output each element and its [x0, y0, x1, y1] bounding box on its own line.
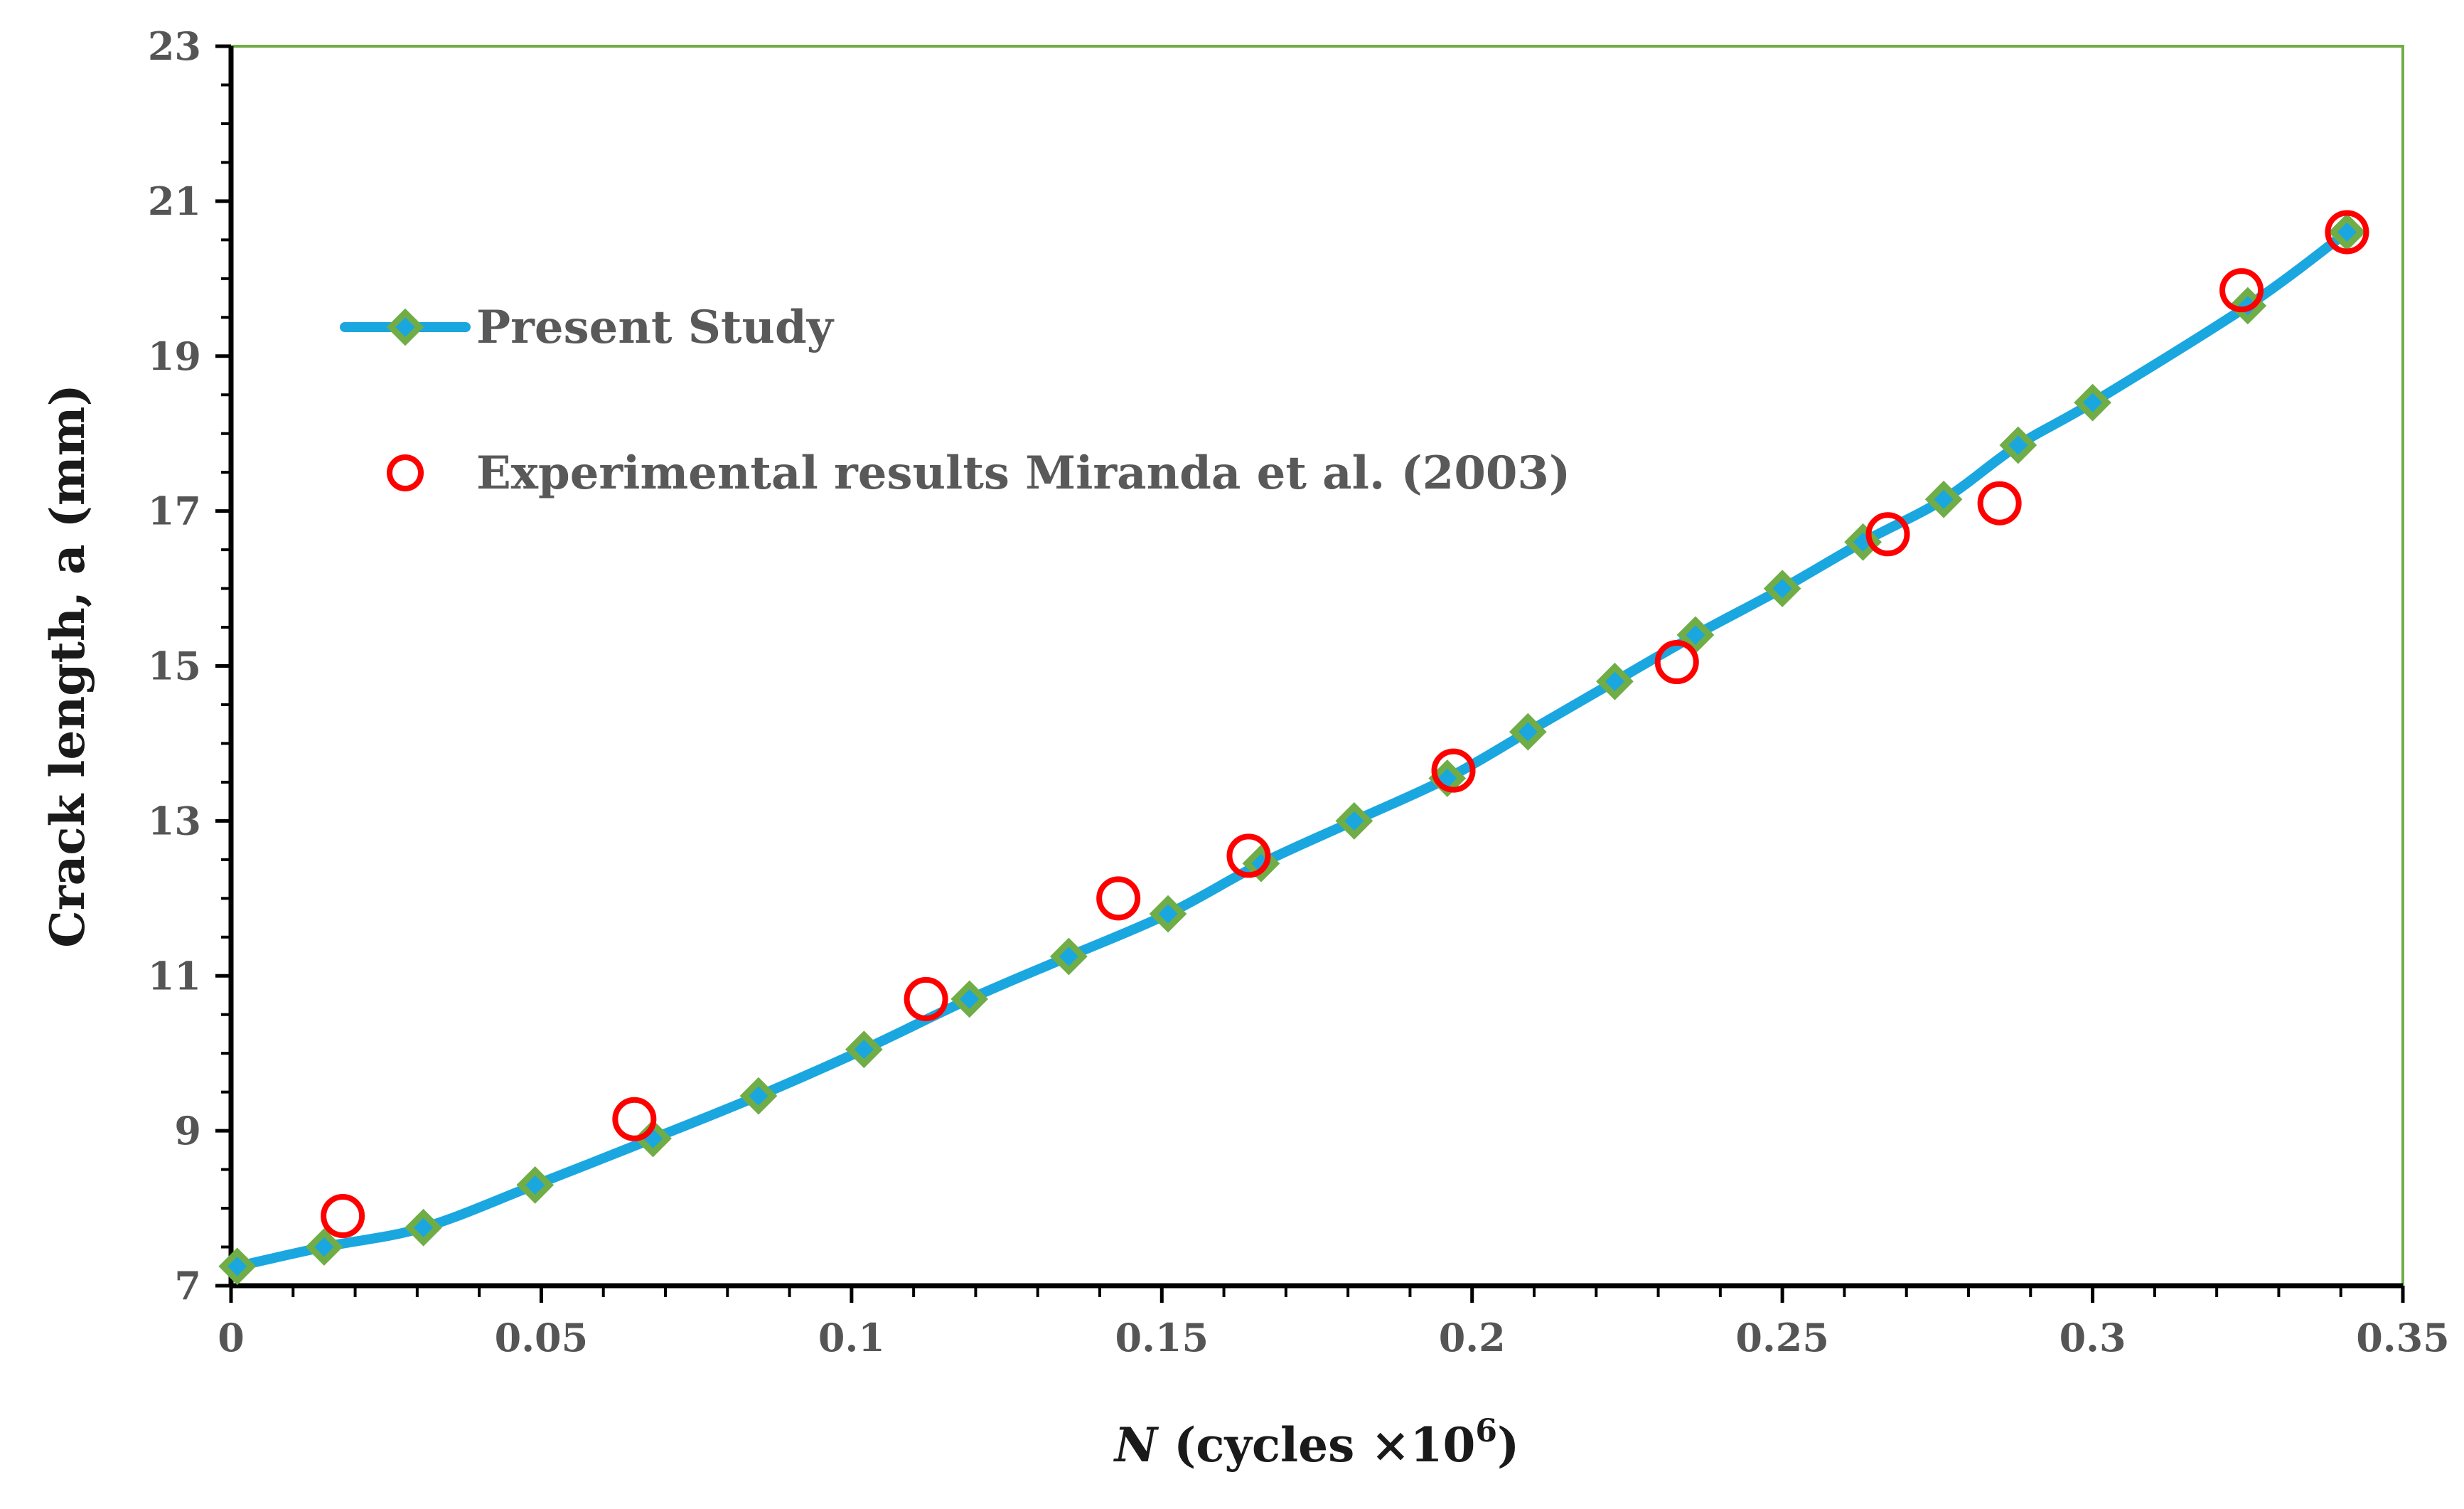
- present-study-point: [516, 1166, 555, 1204]
- experimental-point: [1096, 876, 1141, 921]
- present-study-point: [1676, 616, 1715, 654]
- x-tick-label: 0: [218, 1315, 245, 1360]
- present-study-point: [2328, 213, 2366, 251]
- present-study-point: [1999, 426, 2037, 464]
- legend-layer: Present Study Experimental results Mirand…: [340, 301, 1570, 500]
- legend-marker-present-study: [386, 308, 424, 346]
- x-tick-label: 0.15: [1115, 1315, 1209, 1360]
- legend-label-present-study: Present Study: [476, 301, 835, 354]
- present-study-point: [739, 1077, 778, 1115]
- present-study-point: [1335, 802, 1373, 840]
- present-study-point: [1763, 570, 1801, 607]
- y-tick-label: 17: [148, 489, 201, 534]
- x-tick-label: 0.2: [1439, 1315, 1506, 1360]
- experimental-point: [1977, 481, 2022, 526]
- y-tick-label: 7: [174, 1263, 201, 1308]
- plot-frame: [230, 45, 2404, 1287]
- experimental-point: [1654, 640, 1699, 685]
- experimental-point: [2325, 210, 2369, 255]
- present-study-point: [950, 980, 989, 1018]
- present-study-point: [1596, 662, 1634, 700]
- present-study-point: [305, 1228, 343, 1266]
- experimental-point: [1431, 748, 1476, 793]
- x-axis-label-close: ): [1497, 1417, 1519, 1473]
- x-axis-label-unit: (cycles ×10: [1157, 1417, 1475, 1473]
- y-tick-label: 9: [174, 1108, 201, 1153]
- present-study-point: [845, 1030, 883, 1069]
- experimental-point: [321, 1193, 365, 1238]
- x-axis-label: N (cycles ×106): [1113, 1413, 1519, 1473]
- axes-layer: 7 9 11 13 15 17 19 21 23 0 0.05 0.1 0.15 0.2 0.25 0.3 0.…: [40, 23, 2450, 1473]
- legend-marker-experimental: [387, 454, 424, 491]
- present-study-point: [405, 1208, 442, 1247]
- y-tick-label: 21: [148, 178, 201, 224]
- x-tick-label: 0.3: [2059, 1315, 2126, 1360]
- present-study-point: [2074, 383, 2111, 422]
- present-study-point: [1924, 480, 1963, 518]
- x-axis-label-sup: 6: [1475, 1413, 1497, 1449]
- experimental-point: [1865, 512, 1910, 557]
- present-study-point: [1149, 895, 1187, 933]
- present-study-point: [1049, 937, 1088, 976]
- x-tick-label: 0.25: [1735, 1315, 1829, 1360]
- y-axis-label: Crack length, a (mm): [40, 384, 95, 947]
- experimental-point: [904, 976, 948, 1021]
- y-tick-label: 15: [148, 644, 201, 689]
- experimental-point: [1226, 833, 1271, 878]
- present-study-point: [218, 1247, 257, 1286]
- y-tick-label: 19: [148, 334, 201, 379]
- x-tick-label: 0.1: [818, 1315, 885, 1360]
- experimental-point: [612, 1097, 657, 1141]
- experimental-point: [2219, 268, 2264, 313]
- y-tick-label: 23: [148, 23, 201, 69]
- present-study-point: [1509, 713, 1547, 751]
- series-line-present-study: [232, 227, 2352, 1271]
- legend-label-experimental: Experimental results Miranda et al. (200…: [476, 447, 1570, 500]
- x-tick-label: 0.05: [495, 1315, 589, 1360]
- series-layer: [218, 210, 2369, 1286]
- y-tick-label: 13: [148, 798, 201, 843]
- y-tick-label: 11: [148, 953, 201, 998]
- x-axis-label-var: N: [1113, 1417, 1159, 1473]
- x-tick-label: 0.35: [2356, 1315, 2450, 1360]
